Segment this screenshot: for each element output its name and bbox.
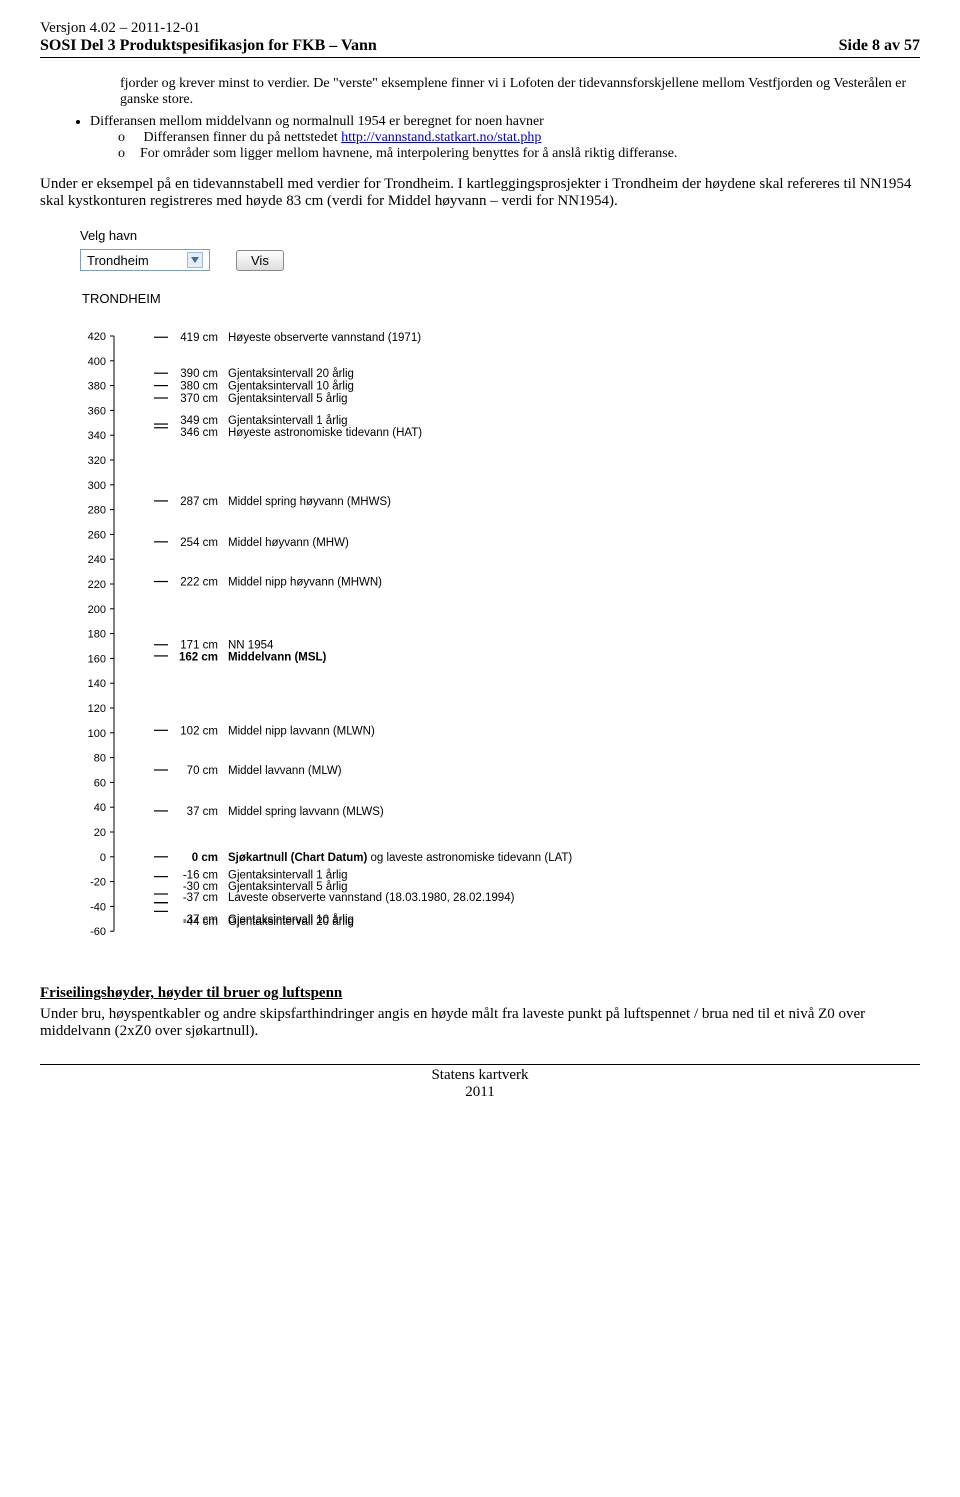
svg-text:390 cm: 390 cm [180,368,218,380]
header-rule [40,57,920,58]
svg-text:360: 360 [88,405,106,417]
svg-text:Sjøkartnull (Chart Datum) og l: Sjøkartnull (Chart Datum) og laveste ast… [228,852,572,864]
svg-text:Middelvann (MSL): Middelvann (MSL) [228,651,327,663]
svg-text:80: 80 [94,753,106,765]
velg-havn-label: Velg havn [80,228,920,243]
svg-text:287 cm: 287 cm [180,496,218,508]
svg-text:349 cm: 349 cm [180,415,218,427]
svg-text:-37 cm: -37 cm [183,892,218,904]
svg-text:Middel nipp høyvann (MHWN): Middel nipp høyvann (MHWN) [228,577,382,589]
svg-text:Middel spring lavvann (MLWS): Middel spring lavvann (MLWS) [228,806,384,818]
svg-text:-30 cm: -30 cm [183,881,218,893]
havn-select[interactable]: Trondheim [80,249,210,271]
intro-paragraph: fjorder og krever minst to verdier. De "… [120,76,920,108]
svg-text:Gjentaksintervall 20 årlig: Gjentaksintervall 20 årlig [228,916,354,928]
svg-text:40: 40 [94,802,106,814]
svg-text:380: 380 [88,381,106,393]
svg-text:260: 260 [88,529,106,541]
svg-text:-16 cm: -16 cm [183,869,218,881]
svg-text:180: 180 [88,629,106,641]
svg-text:Gjentaksintervall 5 årlig: Gjentaksintervall 5 årlig [228,393,348,405]
version-line: Versjon 4.02 – 2011-12-01 [40,20,920,37]
doc-title: SOSI Del 3 Produktspesifikasjon for FKB … [40,37,377,55]
havn-value: Trondheim [87,253,149,268]
svg-text:-20: -20 [90,877,106,889]
svg-text:-60: -60 [90,926,106,938]
section-friseilings: Friseilingshøyder, høyder til bruer og l… [40,985,920,1040]
svg-text:Gjentaksintervall 5 årlig: Gjentaksintervall 5 årlig [228,881,348,893]
svg-text:340: 340 [88,430,106,442]
svg-text:346 cm: 346 cm [180,427,218,439]
section2-title: Friseilingshøyder, høyder til bruer og l… [40,985,920,1002]
bullet-list: Differansen mellom middelvann og normaln… [90,114,920,162]
svg-text:254 cm: 254 cm [180,537,218,549]
svg-text:140: 140 [88,678,106,690]
svg-text:Gjentaksintervall 1 årlig: Gjentaksintervall 1 årlig [228,415,348,427]
chevron-down-icon [187,252,203,268]
svg-text:60: 60 [94,777,106,789]
sub-bullet-url: Differansen finner du på nettstedet http… [118,130,920,146]
tide-chart: -60 -40 -20 0 20 40 60 80 100 120 140 160 180 200 220 2… [76,322,920,945]
sub-bullet-interp: For områder som ligger mellom havnene, m… [118,146,920,162]
city-heading: TRONDHEIM [82,291,920,306]
section2-body: Under bru, høyspentkabler og andre skips… [40,1006,920,1040]
svg-text:Middel lavvann (MLW): Middel lavvann (MLW) [228,765,342,777]
svg-text:222 cm: 222 cm [180,577,218,589]
svg-text:Middel høyvann (MHW): Middel høyvann (MHW) [228,537,349,549]
svg-text:400: 400 [88,356,106,368]
svg-text:200: 200 [88,604,106,616]
svg-text:220: 220 [88,579,106,591]
svg-text:37 cm: 37 cm [187,806,218,818]
svg-text:20: 20 [94,827,106,839]
svg-text:NN 1954: NN 1954 [228,639,274,651]
svg-text:0 cm: 0 cm [192,852,218,864]
svg-text:120: 120 [88,703,106,715]
svg-text:280: 280 [88,505,106,517]
svg-text:Laveste observerte vannstand (: Laveste observerte vannstand (18.03.1980… [228,892,515,904]
svg-text:Gjentaksintervall 1 årlig: Gjentaksintervall 1 årlig [228,869,348,881]
svg-text:419 cm: 419 cm [180,332,218,344]
svg-text:Høyeste astronomiske tidevann: Høyeste astronomiske tidevann (HAT) [228,427,422,439]
svg-text:162 cm: 162 cm [179,651,218,663]
svg-text:300: 300 [88,480,106,492]
svg-text:420: 420 [88,331,106,343]
svg-text:Gjentaksintervall 20 årlig: Gjentaksintervall 20 årlig [228,368,354,380]
page-number: Side 8 av 57 [839,37,920,55]
svg-text:320: 320 [88,455,106,467]
footer-year: 2011 [40,1084,920,1101]
svg-text:160: 160 [88,653,106,665]
svg-text:380 cm: 380 cm [180,381,218,393]
footer-org: Statens kartverk [40,1067,920,1084]
stat-link[interactable]: http://vannstand.statkart.no/stat.php [341,130,541,145]
svg-text:-40: -40 [90,901,106,913]
svg-text:100: 100 [88,728,106,740]
svg-text:0: 0 [100,852,106,864]
bullet-top: Differansen mellom middelvann og normaln… [90,114,544,129]
footer-rule [40,1064,920,1065]
vis-button[interactable]: Vis [236,250,284,271]
svg-text:70 cm: 70 cm [187,765,218,777]
svg-text:Middel spring høyvann (MHWS): Middel spring høyvann (MHWS) [228,496,391,508]
svg-text:102 cm: 102 cm [180,725,218,737]
example-paragraph: Under er eksempel på en tidevannstabell … [40,176,920,210]
svg-text:171 cm: 171 cm [180,639,218,651]
svg-text:Middel nipp lavvann (MLWN): Middel nipp lavvann (MLWN) [228,725,375,737]
svg-text:Gjentaksintervall 10 årlig: Gjentaksintervall 10 årlig [228,381,354,393]
svg-text:370 cm: 370 cm [180,393,218,405]
svg-text:-44 cm: -44 cm [183,916,218,928]
svg-text:Høyeste observerte vannstand (: Høyeste observerte vannstand (1971) [228,332,421,344]
doc-header: Versjon 4.02 – 2011-12-01 SOSI Del 3 Pro… [40,20,920,58]
svg-text:240: 240 [88,554,106,566]
